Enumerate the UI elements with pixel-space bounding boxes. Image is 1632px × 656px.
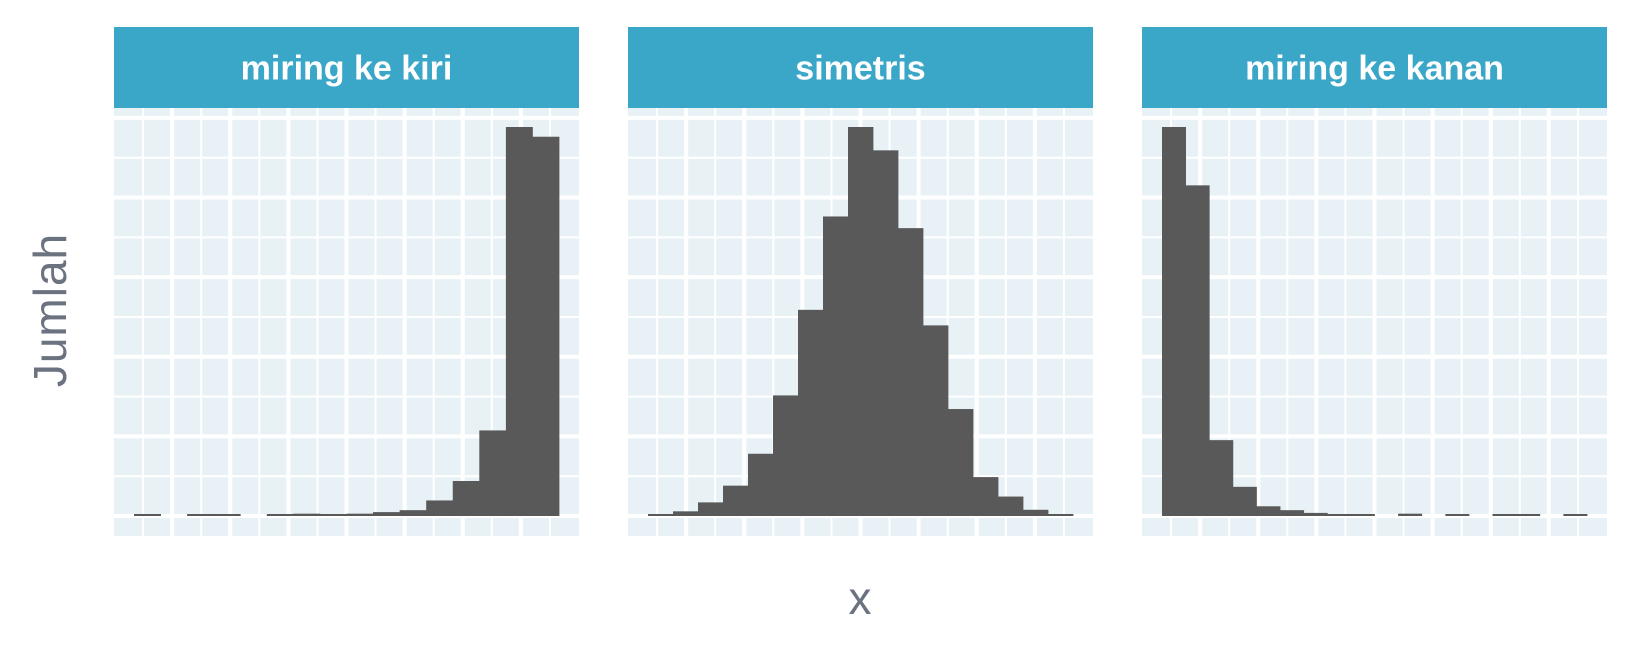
facet-strip [1142,27,1607,108]
histogram-bar [426,500,454,516]
facet-panel-2: simetris [628,27,1093,536]
histogram-bar [1350,514,1375,516]
histogram-bar [698,502,724,516]
histogram-bar [923,325,949,516]
facet-strip [628,27,1093,108]
histogram-bar [532,136,560,517]
facet-strip [114,27,579,108]
histogram-bar [1023,509,1049,516]
histogram-bar [648,514,674,516]
histogram-bar [798,309,824,516]
histogram-bar [1048,514,1074,516]
facet-strip-label: simetris [795,50,925,88]
histogram-bar [898,228,924,516]
histogram-bar [1185,185,1210,516]
histogram-bar [452,480,480,516]
histogram-bar [479,430,507,516]
histogram-bars [648,127,1074,516]
histogram-bar [1445,514,1470,516]
histogram-bar [673,511,699,516]
histogram-bar [873,150,899,516]
histogram-bars [1162,127,1588,516]
histogram-bar [823,216,849,516]
facet-strip-label: miring ke kanan [1245,50,1504,88]
histogram-bar [1209,440,1234,516]
histogram-bar [213,514,241,516]
histogram-bar [1492,514,1517,516]
histogram-bar [998,496,1024,516]
histogram-bar [848,127,874,516]
histogram-bar [1256,506,1281,516]
histogram-bar [505,127,533,516]
histogram-bar [1327,514,1352,516]
histogram-bar [723,485,749,516]
histogram-bar [973,477,999,516]
histogram-bar [1303,512,1328,516]
histogram-bars [134,127,560,517]
histogram-bar [1516,514,1541,516]
histogram-bar [1232,486,1257,516]
histogram-bar [1280,510,1305,516]
x-axis-label: x [848,572,872,624]
histogram-bar [134,514,161,516]
histogram-bar [948,409,974,516]
histogram-bar [346,513,374,516]
histogram-bar [266,514,294,516]
histogram-bar [293,513,321,516]
facet-panel-3: miring ke kanan [1142,27,1607,536]
histogram-bar [319,514,347,516]
facet-panel-1: miring ke kiri [114,27,579,536]
facet-strip-label: miring ke kiri [241,50,453,88]
histogram-bar [399,510,427,516]
histogram-bar [373,512,401,516]
histogram-bar [1563,514,1588,516]
histogram-bar [748,453,774,516]
histogram-bar [187,514,215,516]
histogram-bar [1398,513,1423,516]
histogram-bar [773,395,799,516]
histogram-bar [1162,127,1187,516]
